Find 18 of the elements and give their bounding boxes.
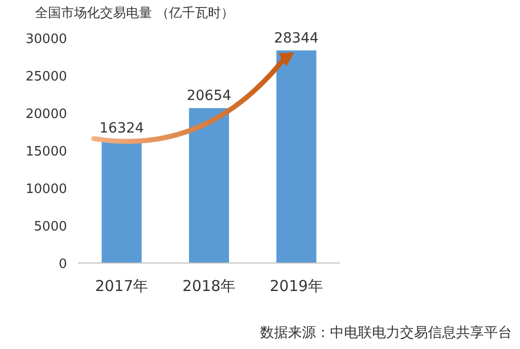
x-tick-label: 2019年 [270,277,323,295]
y-tick-label: 20000 [26,107,67,122]
x-tick-label: 2017年 [95,277,148,295]
bar [276,50,316,263]
data-label: 28344 [274,30,319,46]
bar [189,108,229,263]
y-tick-label: 10000 [26,182,67,197]
data-label: 16324 [99,120,144,137]
bar [102,140,142,263]
y-tick-label: 0 [58,257,67,272]
y-tick-label: 30000 [26,32,67,47]
chart-title: 全国市场化交易电量 （亿千瓦时） [35,5,234,21]
y-tick-label: 25000 [26,70,67,84]
y-tick-label: 5000 [34,220,67,234]
data-label: 20654 [186,88,232,104]
x-tick-label: 2018年 [182,277,236,295]
y-tick-label: 15000 [26,144,67,160]
source-note: 数据来源：中电联电力交易信息共享平台 [260,325,512,341]
